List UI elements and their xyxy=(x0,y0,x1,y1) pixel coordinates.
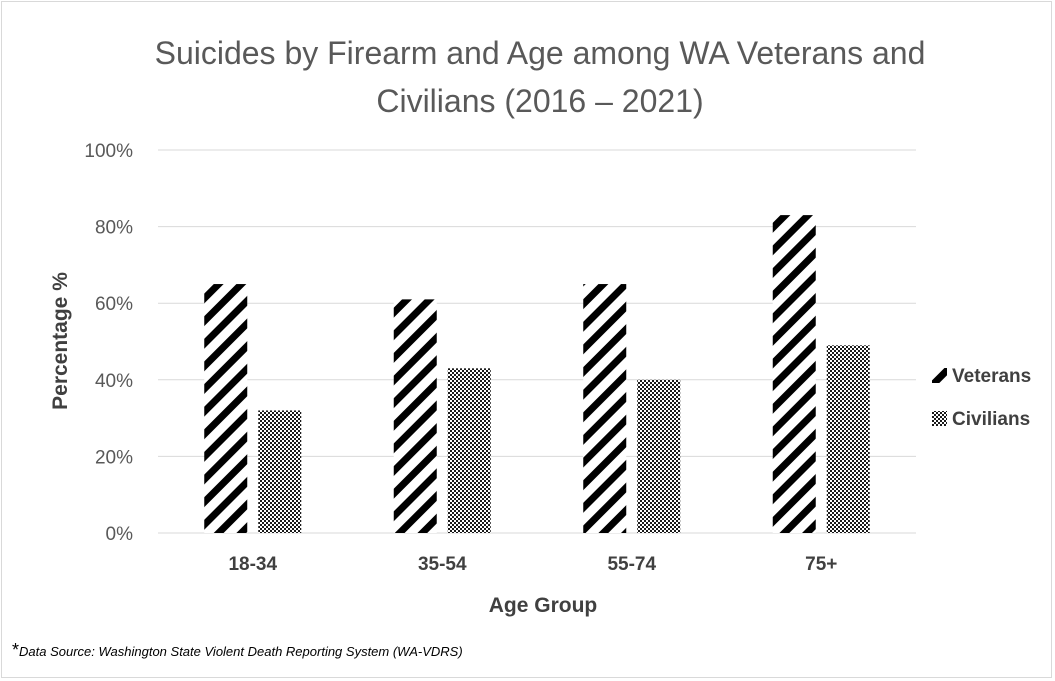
y-tick-label: 100% xyxy=(84,141,133,162)
legend-swatch-veterans xyxy=(932,368,947,383)
x-tick-label: 55-74 xyxy=(607,554,656,575)
footnote-asterisk: * xyxy=(12,640,20,660)
bar-veterans-18-34 xyxy=(204,284,248,533)
y-tick-label: 20% xyxy=(95,447,133,468)
legend-label-civilians: Civilians xyxy=(952,409,1030,430)
bar-veterans-35-54 xyxy=(393,299,437,533)
bar-veterans-75+ xyxy=(772,215,816,534)
y-tick-label: 0% xyxy=(106,524,134,545)
x-axis-ticks: 18-34 35-54 55-74 75+ xyxy=(228,554,837,575)
y-tick-label: 80% xyxy=(95,218,133,239)
bar-civilians-35-54 xyxy=(447,368,491,533)
bar-civilians-18-34 xyxy=(258,410,302,533)
bars xyxy=(204,215,870,534)
chart-title-line-2: Civilians (2016 – 2021) xyxy=(376,83,703,119)
source-footnote: *Data Source: Washington State Violent D… xyxy=(12,640,463,661)
x-axis-title: Age Group xyxy=(489,594,598,617)
chart-title-line-1: Suicides by Firearm and Age among WA Vet… xyxy=(155,35,926,71)
x-tick-label: 18-34 xyxy=(228,554,277,575)
bar-veterans-55-74 xyxy=(583,284,627,533)
y-axis-ticks: 0% 20% 40% 60% 80% 100% xyxy=(84,141,133,545)
x-tick-label: 75+ xyxy=(805,554,837,575)
legend-swatch-civilians xyxy=(932,411,947,426)
footnote-text: Data Source: Washington State Violent De… xyxy=(19,644,463,659)
bar-civilians-75+ xyxy=(826,345,870,533)
legend-label-veterans: Veterans xyxy=(952,366,1031,387)
y-axis-title: Percentage % xyxy=(49,272,72,410)
legend: Veterans Civilians xyxy=(932,366,1031,430)
y-tick-label: 40% xyxy=(95,371,133,392)
y-tick-label: 60% xyxy=(95,294,133,315)
x-tick-label: 35-54 xyxy=(418,554,467,575)
bar-civilians-55-74 xyxy=(637,379,681,533)
